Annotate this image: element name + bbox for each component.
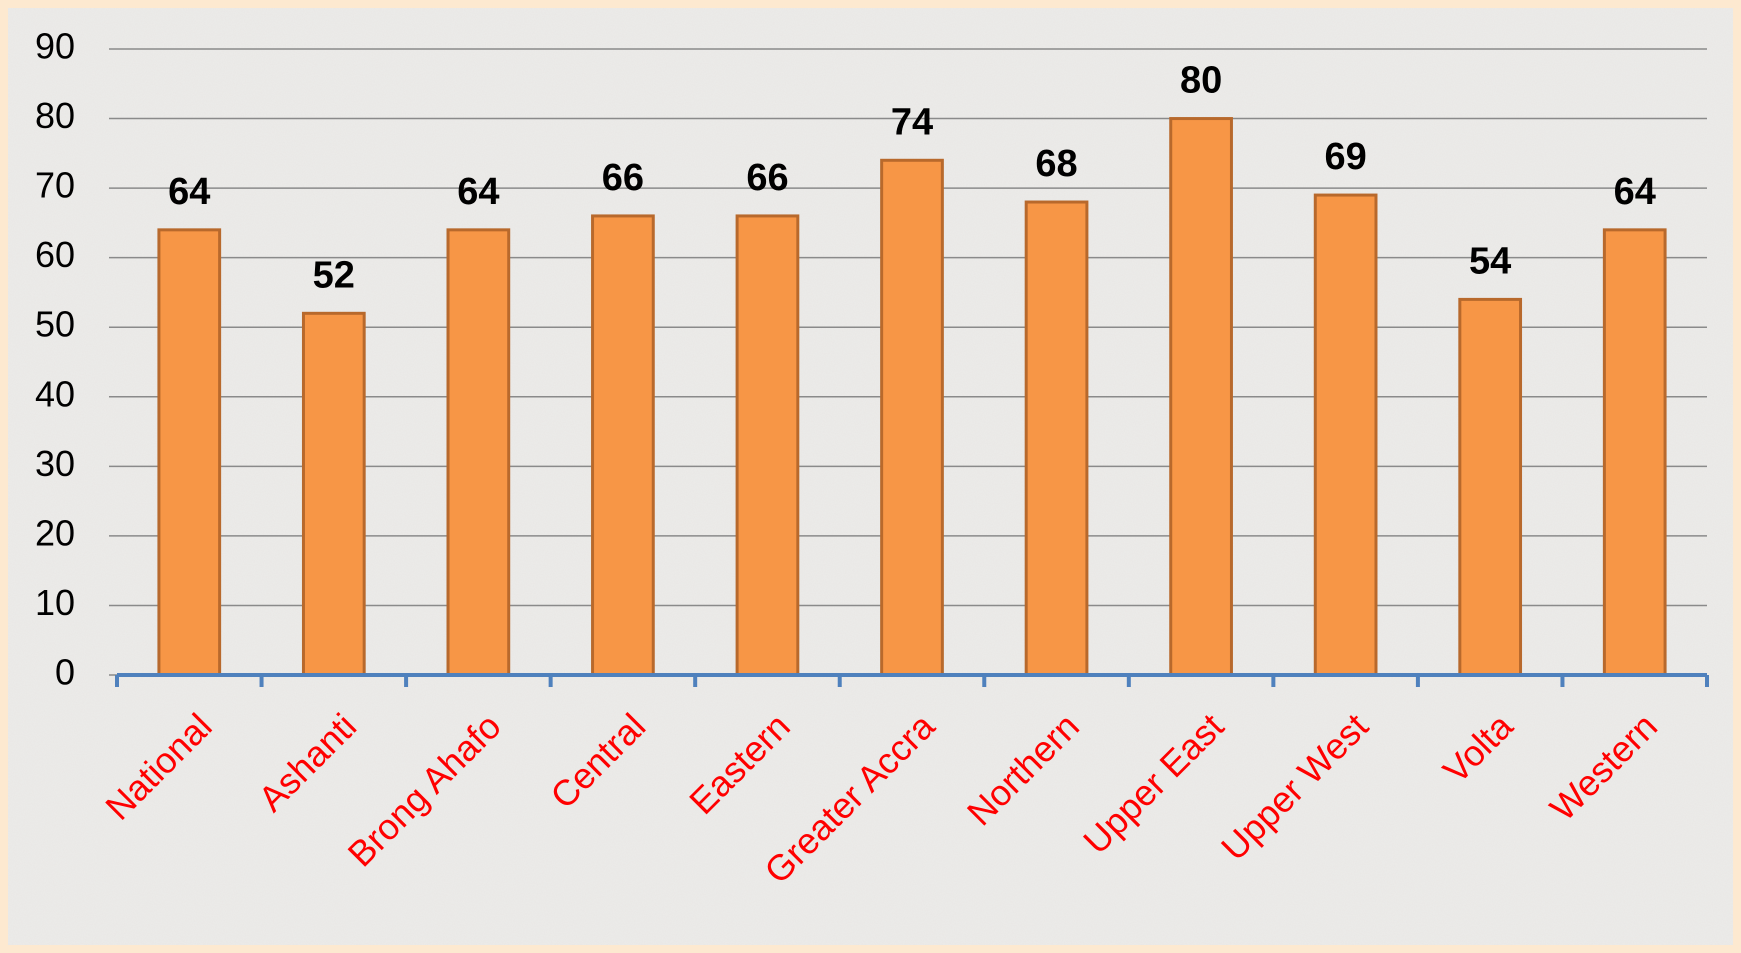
bar (735, 214, 800, 677)
bar (1024, 200, 1089, 677)
bar (446, 228, 511, 677)
value-label: 74 (891, 101, 933, 143)
value-label: 64 (457, 171, 499, 213)
bar (157, 228, 222, 677)
value-label: 66 (746, 157, 788, 199)
value-label: 52 (313, 254, 355, 296)
value-label: 68 (1035, 143, 1077, 185)
y-tick-label: 60 (35, 234, 75, 275)
value-label: 64 (168, 171, 210, 213)
value-label: 80 (1180, 60, 1222, 102)
y-tick-label: 30 (35, 443, 75, 484)
y-tick-label: 20 (35, 512, 75, 553)
y-tick-label: 50 (35, 304, 75, 345)
bar (1458, 297, 1523, 677)
y-tick-label: 10 (35, 582, 75, 623)
bar (591, 214, 655, 677)
value-label: 66 (602, 157, 644, 199)
y-tick-label: 70 (35, 165, 75, 206)
bar (1313, 193, 1378, 677)
y-tick-label: 0 (55, 652, 75, 693)
value-label: 69 (1324, 136, 1366, 178)
value-label: 54 (1469, 240, 1511, 282)
value-label: 64 (1614, 171, 1656, 213)
y-tick-label: 80 (35, 95, 75, 136)
bar (1602, 228, 1667, 677)
bar (1169, 117, 1233, 677)
bar (880, 158, 944, 677)
bar (301, 311, 366, 677)
y-tick-label: 40 (35, 373, 75, 414)
y-tick-label: 90 (35, 26, 75, 67)
texture (8, 8, 1733, 945)
